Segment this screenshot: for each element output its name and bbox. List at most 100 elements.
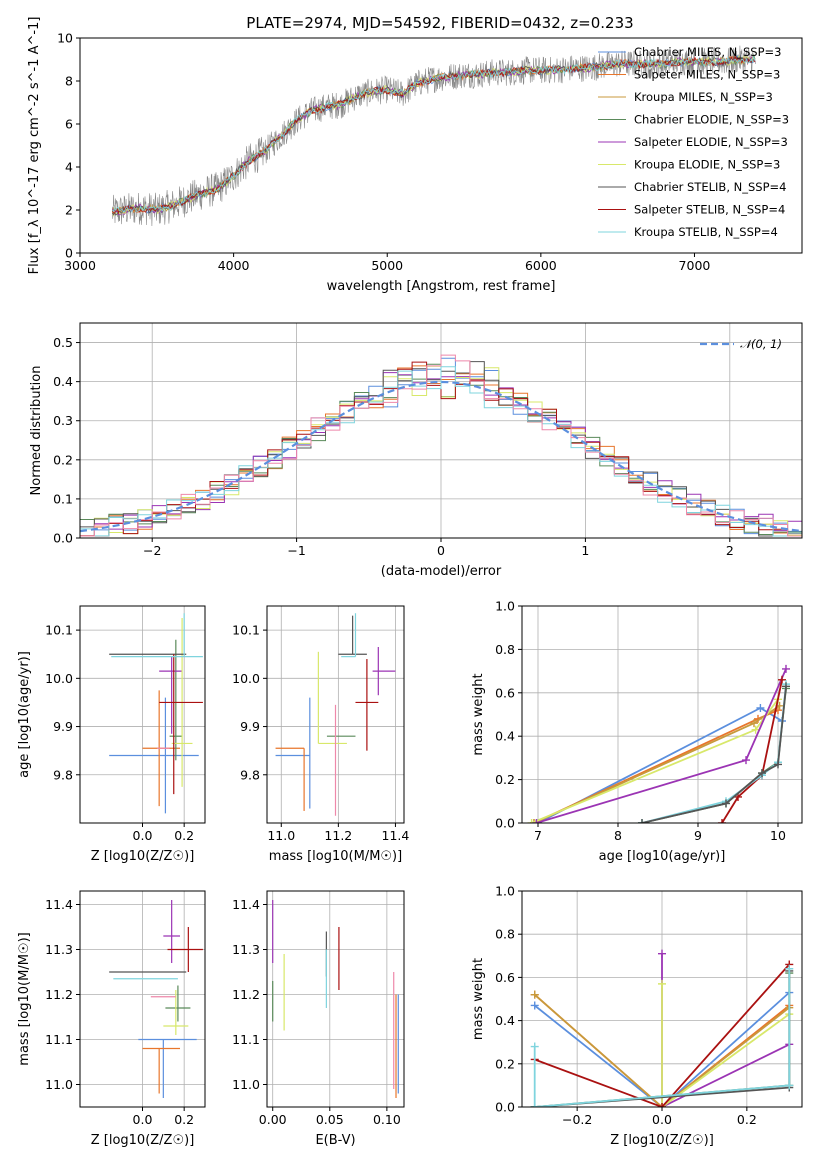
weight-marker	[785, 1081, 794, 1090]
x-tick-label: 9	[694, 828, 702, 843]
x-axis-label: Z [log10(Z/Z☉)]	[610, 1133, 714, 1148]
errorbar-point-1	[109, 697, 199, 814]
x-axis-label: E(B-V)	[315, 1133, 355, 1148]
y-tick-label: 10.0	[45, 671, 73, 686]
legend-entry: Chabrier MILES, N_SSP=3	[634, 45, 781, 59]
legend-entry: Chabrier STELIB, N_SSP=4	[634, 180, 786, 194]
axes-frame	[266, 890, 405, 1108]
y-tick-label: 1.0	[495, 599, 515, 614]
weight-marker	[532, 819, 541, 823]
y-tick-label: 0.5	[53, 335, 73, 350]
y-tick-label: 10.1	[232, 623, 260, 638]
legend-entry: 𝒩(0, 1)	[740, 337, 782, 351]
weight-marker	[751, 725, 760, 734]
x-axis-label: Z [log10(Z/Z☉)]	[91, 1133, 195, 1148]
y-tick-label: 0.2	[495, 772, 515, 787]
weight-marker	[750, 719, 758, 728]
y-axis-label: age [log10(age/yr)]	[17, 651, 32, 778]
x-tick-label: 0.10	[373, 1112, 401, 1127]
weight-line-3	[533, 705, 781, 823]
errorbar-point-4	[163, 900, 180, 963]
y-axis-label: Flux [f_λ 10^-17 erg cm^-2 s^-1 A^-1]	[27, 17, 42, 275]
axes-frame	[266, 605, 405, 824]
plot-area	[272, 900, 399, 1098]
plot-area	[111, 45, 756, 227]
errorbar-point-3	[165, 985, 191, 1022]
weight-marker	[758, 769, 766, 778]
weight-marker	[742, 756, 750, 765]
y-axis-label: mass weight	[471, 673, 486, 755]
plot-area	[109, 900, 203, 1098]
spectrum-legend: Chabrier MILES, N_SSP=3 Salpeter MILES, N…	[598, 45, 789, 239]
age-vs-mass-panel: 11.0 11.2 11.4 9.8 9.9 10.0 10.1 mass [log10(M/…	[232, 605, 409, 864]
histogram-step-8	[80, 366, 802, 537]
x-axis-label: age [log10(age/yr)]	[599, 849, 726, 864]
weight-marker	[527, 819, 536, 823]
weight-marker	[778, 675, 786, 684]
weight-marker	[658, 1103, 666, 1107]
weight-marker	[756, 703, 765, 712]
y-axis-label: Normed distribution	[29, 366, 44, 496]
mass-weight-vs-age-panel: 7 8 9 10 0.0 0.2 0.4 0.6 0.8 1.0 age [log10(age/yr…	[471, 599, 803, 864]
y-tick-label: 9.8	[53, 767, 73, 782]
weight-marker	[530, 819, 538, 823]
legend-entry: Kroupa ELODIE, N_SSP=3	[634, 158, 780, 172]
weight-marker	[782, 682, 790, 691]
weight-line-9	[533, 968, 791, 1107]
y-tick-label: 0.6	[495, 685, 515, 700]
y-tick-label: 11.0	[45, 1077, 73, 1092]
spectrum-panel: 3000 4000 5000 6000 7000 0 2 4 6 8 10 wavelength [A…	[27, 17, 803, 294]
x-tick-label: 0.0	[652, 1112, 672, 1127]
y-tick-label: 11.3	[232, 942, 260, 957]
errorbar-point-2	[142, 1047, 180, 1094]
axes-frame	[79, 37, 803, 254]
x-tick-label: 0.0	[133, 1112, 153, 1127]
errorbar-point-7	[159, 654, 203, 795]
weight-marker	[782, 664, 790, 673]
legend-entry: Salpeter MILES, N_SSP=3	[634, 68, 780, 82]
y-tick-label: 0.4	[495, 729, 515, 744]
errorbar-point-8	[111, 613, 203, 658]
plot-area	[80, 354, 802, 537]
weight-line-4	[661, 953, 790, 1107]
weight-marker	[722, 799, 730, 808]
legend-entry: Salpeter STELIB, N_SSP=4	[634, 203, 785, 217]
y-tick-label: 6	[65, 117, 73, 132]
x-tick-label: 6000	[525, 258, 557, 273]
x-tick-label: −2	[143, 543, 161, 558]
errorbar-point-2	[275, 747, 305, 811]
x-tick-label: 0.0	[133, 828, 153, 843]
weight-marker	[718, 819, 726, 823]
y-tick-label: 0.8	[495, 642, 515, 657]
model-line-9	[112, 55, 756, 213]
y-tick-label: 1.0	[495, 884, 515, 899]
mass-vs-metallicity-panel: 0.0 0.2 11.0 11.1 11.2 11.3 11.4 Z [log10(Z/Z☉)…	[17, 890, 206, 1148]
y-tick-label: 0.4	[495, 1013, 515, 1028]
legend-entry: Kroupa MILES, N_SSP=3	[634, 90, 773, 104]
x-tick-label: 10	[770, 828, 786, 843]
y-tick-label: 0.8	[495, 927, 515, 942]
y-tick-label: 0.2	[53, 452, 73, 467]
legend-entry: Salpeter ELODIE, N_SSP=3	[634, 135, 788, 149]
x-tick-label: 0.2	[174, 1112, 194, 1127]
x-tick-label: 4000	[218, 258, 250, 273]
y-tick-label: 0	[65, 246, 73, 261]
x-tick-label: 3000	[64, 258, 96, 273]
weight-line-1	[534, 991, 790, 1107]
age-vs-metallicity-panel: 0.0 0.2 9.8 9.9 10.0 10.1 Z [log10(Z/Z☉)] age […	[17, 605, 206, 864]
y-tick-label: 11.1	[45, 1032, 73, 1047]
normal-curve	[80, 380, 802, 533]
errorbar-point-8	[341, 613, 357, 658]
weight-marker	[530, 1103, 539, 1107]
plot-area	[275, 613, 396, 816]
x-tick-label: 0	[437, 543, 445, 558]
plot-area	[109, 613, 203, 814]
y-tick-label: 0.2	[495, 1056, 515, 1071]
y-tick-label: 9.9	[240, 719, 260, 734]
y-tick-label: 11.3	[45, 942, 73, 957]
errorbar-point-6	[338, 615, 367, 655]
y-tick-label: 10.1	[45, 623, 73, 638]
errorbar-point-7	[355, 659, 379, 751]
weight-marker	[530, 1042, 539, 1051]
